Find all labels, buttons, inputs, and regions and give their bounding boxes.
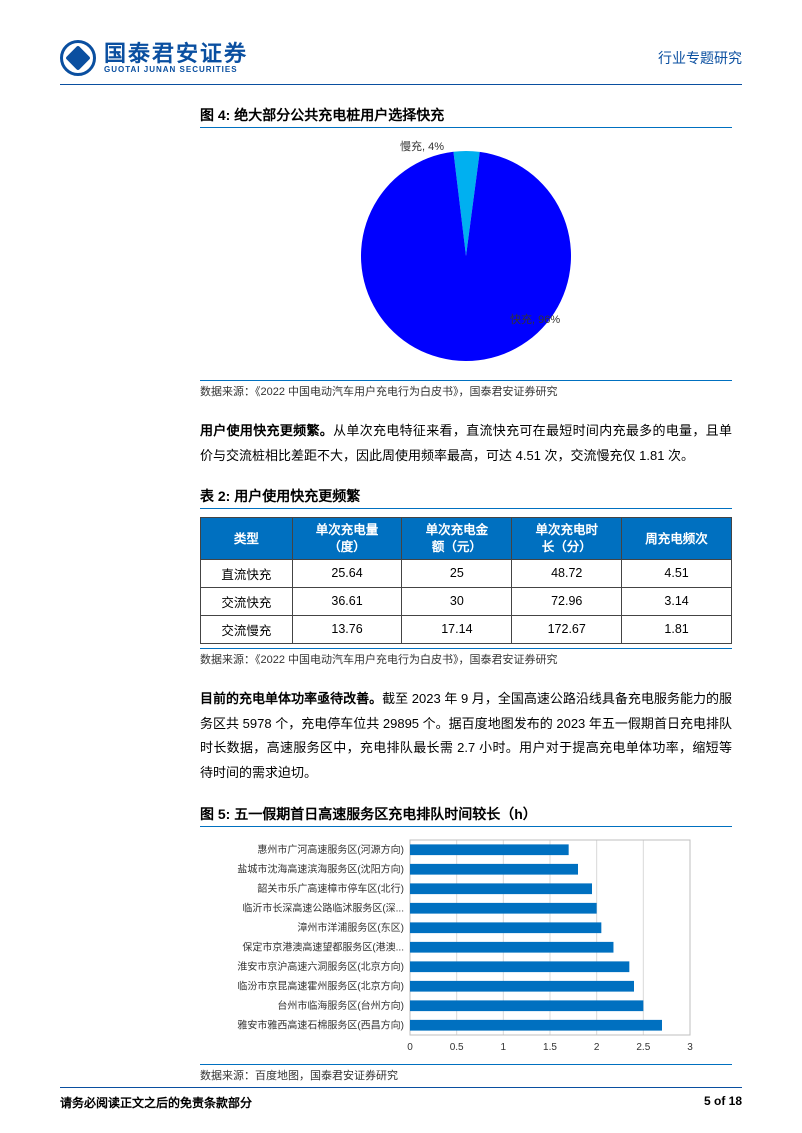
x-tick-label: 2	[594, 1042, 600, 1053]
table-2: 类型单次充电量（度）单次充电金额（元）单次充电时长（分）周充电频次 直流快充25…	[200, 517, 732, 644]
table-header-cell: 周充电频次	[622, 518, 732, 560]
bar-category-label: 淮安市京沪高速六洞服务区(北京方向)	[237, 959, 404, 972]
table-cell: 17.14	[402, 615, 512, 643]
table-row: 直流快充25.642548.724.51	[201, 559, 732, 587]
page-footer: 请务必阅读正文之后的免责条款部分 5 of 18	[60, 1087, 742, 1111]
bar	[410, 922, 601, 933]
table-row: 交流慢充13.7617.14172.671.81	[201, 615, 732, 643]
x-tick-label: 3	[687, 1042, 693, 1053]
table-header-cell: 单次充电金额（元）	[402, 518, 512, 560]
bar-category-label: 盐城市沈海高速滨海服务区(沈阳方向)	[237, 862, 404, 875]
bar	[410, 981, 634, 992]
bar	[410, 961, 629, 972]
paragraph-2-lead: 目前的充电单体功率亟待改善。	[200, 691, 382, 706]
figure-5-barchart: 0 0.5 1 1.5 2 2.5 3 惠州市广河高速服务区(河源方向) 盐城市沈海高速滨海服务…	[200, 835, 732, 1058]
bar	[410, 1000, 643, 1011]
figure-5-source: 数据来源：百度地图，国泰君安证券研究	[200, 1064, 732, 1083]
logo-icon	[60, 40, 96, 76]
pie-chart	[256, 136, 676, 376]
bar	[410, 903, 597, 914]
bar-category-label: 台州市临海服务区(台州方向)	[277, 998, 404, 1011]
pie-slice-label-slow: 慢充, 4%	[400, 138, 444, 154]
bar-chart: 0 0.5 1 1.5 2 2.5 3 惠州市广河高速服务区(河源方向) 盐城市沈海高速滨海服务…	[200, 835, 700, 1055]
paragraph-2: 目前的充电单体功率亟待改善。截至 2023 年 9 月，全国高速公路沿线具备充电…	[200, 687, 732, 786]
bar-category-label: 临汾市京昆高速霍州服务区(北京方向)	[237, 979, 404, 992]
table-cell: 172.67	[512, 615, 622, 643]
table-cell: 3.14	[622, 587, 732, 615]
brand-name-en: GUOTAI JUNAN SECURITIES	[104, 65, 248, 74]
bar	[410, 864, 578, 875]
page-header: 国泰君安证券 GUOTAI JUNAN SECURITIES 行业专题研究	[60, 40, 742, 85]
figure-4-source: 数据来源：《2022 中国电动汽车用户充电行为白皮书》，国泰君安证券研究	[200, 380, 732, 399]
bar-category-label: 临沂市长深高速公路临沭服务区(深...	[242, 901, 404, 914]
header-category: 行业专题研究	[658, 48, 742, 68]
table-cell: 25.64	[292, 559, 402, 587]
x-tick-label: 0.5	[450, 1042, 464, 1053]
bar-category-label: 雅安市雅西高速石棉服务区(西昌方向)	[237, 1018, 404, 1031]
brand-logo: 国泰君安证券 GUOTAI JUNAN SECURITIES	[60, 40, 248, 76]
page-content: 图 4: 绝大部分公共充电桩用户选择快充 慢充, 4% 快充, 96% 数据来源…	[200, 105, 732, 1083]
brand-name-cn: 国泰君安证券	[104, 43, 248, 65]
paragraph-1: 用户使用快充更频繁。从单次充电特征来看，直流快充可在最短时间内充最多的电量，且单…	[200, 419, 732, 468]
footer-disclaimer: 请务必阅读正文之后的免责条款部分	[60, 1094, 252, 1111]
bar-category-label: 保定市京港澳高速望都服务区(港澳...	[242, 940, 404, 953]
pie-slice-label-fast: 快充, 96%	[510, 311, 560, 327]
figure-5-title: 图 5: 五一假期首日高速服务区充电排队时间较长（h）	[200, 804, 732, 827]
table-cell: 1.81	[622, 615, 732, 643]
bar	[410, 942, 613, 953]
table-cell: 36.61	[292, 587, 402, 615]
table-cell: 13.76	[292, 615, 402, 643]
table-cell: 交流快充	[201, 587, 293, 615]
table-cell: 48.72	[512, 559, 622, 587]
table-cell: 交流慢充	[201, 615, 293, 643]
x-tick-label: 1	[501, 1042, 507, 1053]
table-row: 交流快充36.613072.963.14	[201, 587, 732, 615]
bar	[410, 844, 569, 855]
x-tick-label: 2.5	[636, 1042, 650, 1053]
table-cell: 25	[402, 559, 512, 587]
table-header-cell: 单次充电时长（分）	[512, 518, 622, 560]
table-header-cell: 类型	[201, 518, 293, 560]
table-cell: 4.51	[622, 559, 732, 587]
bar-category-label: 韶关市乐广高速樟市停车区(北行)	[257, 881, 404, 894]
table-cell: 30	[402, 587, 512, 615]
table-cell: 72.96	[512, 587, 622, 615]
figure-4-title: 图 4: 绝大部分公共充电桩用户选择快充	[200, 105, 732, 128]
figure-4-pie: 慢充, 4% 快充, 96%	[200, 136, 732, 376]
bar	[410, 1020, 662, 1031]
paragraph-1-lead: 用户使用快充更频繁。	[200, 423, 333, 438]
bar-category-label: 惠州市广河高速服务区(河源方向)	[257, 842, 404, 855]
table-cell: 直流快充	[201, 559, 293, 587]
table-header-cell: 单次充电量（度）	[292, 518, 402, 560]
table-2-source: 数据来源：《2022 中国电动汽车用户充电行为白皮书》，国泰君安证券研究	[200, 648, 732, 667]
bar	[410, 883, 592, 894]
footer-page-number: 5 of 18	[704, 1094, 742, 1111]
table-2-title: 表 2: 用户使用快充更频繁	[200, 486, 732, 509]
bar-category-label: 漳州市洋浦服务区(东区)	[297, 920, 404, 933]
x-tick-label: 0	[407, 1042, 413, 1053]
x-tick-label: 1.5	[543, 1042, 557, 1053]
